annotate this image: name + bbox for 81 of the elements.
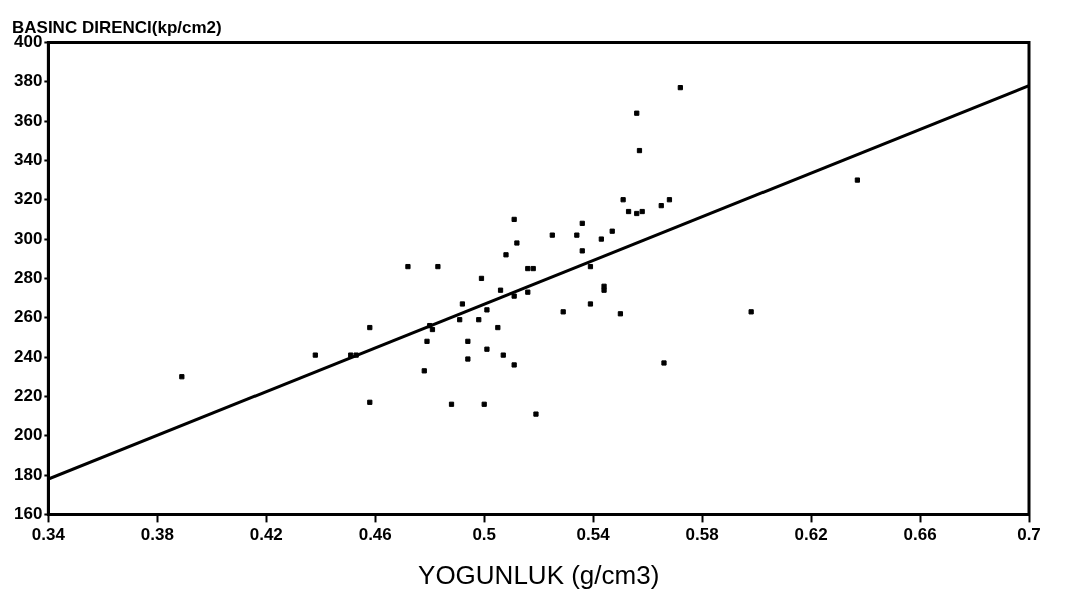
y-tick-label: 180 [13,464,43,484]
y-tick-label: 400 [13,32,43,52]
y-tick-label: 340 [13,150,43,170]
point [421,368,427,374]
point [478,275,485,282]
point [533,411,539,417]
point [511,216,517,223]
point [484,307,490,313]
point [476,317,482,323]
y-tick-label: 160 [13,504,43,524]
point [579,220,585,226]
point [530,265,536,272]
y-tick-label: 380 [13,71,43,91]
point [484,346,490,352]
point [367,324,373,331]
point [459,301,466,307]
point [625,208,632,215]
point [748,309,754,315]
point [353,352,359,358]
x-tick-label: 0.62 [794,525,828,545]
point [429,326,436,333]
point [525,289,531,295]
point [587,263,594,270]
x-tick-label: 0.34 [31,525,66,545]
point [617,311,624,317]
point [587,301,594,307]
point [639,208,645,215]
point [367,399,373,405]
x-tick-label: 0.46 [358,525,392,545]
point [634,110,640,116]
y-tick-label: 360 [13,110,43,130]
point [503,252,509,258]
point [179,374,185,380]
point [854,177,861,183]
point [579,248,585,254]
point [405,263,411,270]
point [424,338,430,344]
point [609,228,615,234]
point [481,401,487,407]
x-tick-label: 0.7 [1017,525,1041,545]
point [497,287,504,293]
point [465,356,471,362]
point [601,283,607,289]
x-axis-title: YOGUNLUK (g/cm3) [418,559,660,590]
point [666,197,673,203]
point [457,317,463,323]
point [574,232,580,238]
y-tick-label: 220 [13,386,43,406]
y-tick-label: 300 [13,228,43,248]
point [514,240,520,246]
point [620,197,626,203]
point [448,401,455,407]
x-tick-label: 0.38 [140,525,174,545]
point [598,236,604,242]
point [312,352,318,358]
point [511,293,517,299]
point [465,338,471,344]
point [677,85,683,91]
y-tick-label: 240 [13,346,43,366]
x-tick-label: 0.66 [903,525,937,545]
point [511,362,517,368]
y-tick-label: 200 [13,425,43,445]
y-tick-label: 280 [13,268,43,288]
point [636,147,643,154]
point [658,203,664,209]
x-tick-label: 0.5 [472,525,497,545]
y-tick-label: 320 [13,189,43,209]
point [634,210,640,217]
point [495,324,501,331]
x-tick-label: 0.58 [685,525,719,545]
x-tick-label: 0.42 [249,525,283,545]
point [661,360,667,366]
point [348,352,354,358]
point [560,309,566,315]
x-tick-label: 0.54 [576,525,611,545]
point [525,265,531,272]
point [435,263,441,270]
point [549,232,555,238]
y-tick-label: 260 [13,307,43,327]
point [601,287,607,293]
point [500,352,506,358]
